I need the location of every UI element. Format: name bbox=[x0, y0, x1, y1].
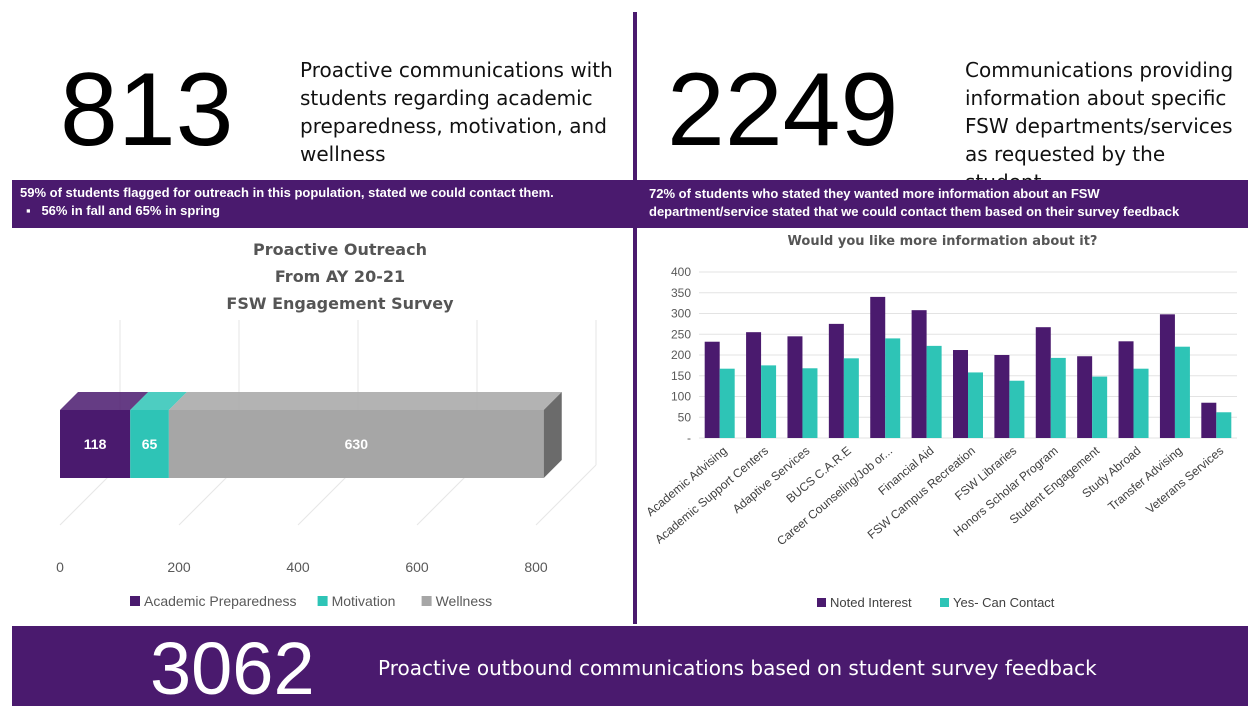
desc-line: Proactive communications with bbox=[300, 58, 613, 82]
desc-line: information about specific bbox=[965, 86, 1227, 110]
bar bbox=[1159, 314, 1175, 438]
outreach-stacked-bar-chart: 0 200 400 600 800 118 65 630 Academic Preparedne… bbox=[56, 320, 597, 609]
bar-segment-top bbox=[168, 392, 562, 410]
bar bbox=[1035, 327, 1051, 438]
bar bbox=[926, 345, 942, 438]
footer-number: 3062 bbox=[150, 627, 315, 710]
bullet: ▪ bbox=[26, 203, 31, 218]
desc-line: Communications providing bbox=[965, 58, 1234, 82]
y-tick-label: 350 bbox=[671, 286, 691, 300]
bar bbox=[746, 332, 762, 438]
y-tick-label: 150 bbox=[671, 369, 691, 383]
bar bbox=[870, 296, 886, 438]
y-tick-label: 250 bbox=[671, 327, 691, 341]
footer-text: Proactive outbound communications based … bbox=[378, 656, 1097, 680]
legend-swatch bbox=[421, 596, 432, 606]
legend-swatch bbox=[940, 598, 949, 607]
bar bbox=[787, 336, 803, 438]
bar bbox=[1092, 376, 1108, 438]
bar bbox=[1133, 368, 1149, 438]
legend-label: Motivation bbox=[332, 593, 396, 609]
bar bbox=[885, 338, 901, 438]
bar bbox=[828, 323, 844, 438]
x-tick-label: Adaptive Services bbox=[730, 444, 813, 516]
y-tick-label: 200 bbox=[671, 348, 691, 362]
y-tick-label: 50 bbox=[678, 410, 692, 424]
x-tick-label: 600 bbox=[405, 559, 429, 575]
legend-label: Noted Interest bbox=[830, 595, 912, 610]
bar-segment bbox=[168, 410, 544, 478]
band-left-line2: ▪ 56% in fall and 65% in spring bbox=[20, 202, 633, 220]
outreach-chart-title: Proactive Outreach From AY 20-21 FSW Eng… bbox=[180, 236, 500, 317]
stat-description-info: Communications providing information abo… bbox=[965, 56, 1245, 196]
bar bbox=[719, 368, 735, 438]
y-tick-label: - bbox=[687, 431, 691, 445]
legend-label: Wellness bbox=[436, 593, 493, 609]
bar-segment bbox=[130, 410, 169, 478]
footer-band: 3062 Proactive outbound communications b… bbox=[12, 626, 1248, 706]
x-tick-label: Veterans Services bbox=[1143, 444, 1226, 517]
title-line: FSW Engagement Survey bbox=[226, 294, 454, 313]
data-label: 118 bbox=[84, 436, 107, 452]
x-tick-label: 800 bbox=[524, 559, 548, 575]
desc-line: preparedness, motivation, and bbox=[300, 114, 607, 138]
bar bbox=[1216, 412, 1232, 438]
band-right-line1: 72% of students who stated they wanted m… bbox=[649, 186, 1100, 201]
stat-number-info: 2249 bbox=[667, 52, 899, 168]
legend-swatch bbox=[317, 596, 328, 606]
desc-line: students regarding academic bbox=[300, 86, 593, 110]
y-tick-label: 400 bbox=[671, 265, 691, 279]
band-left-line1: 59% of students flagged for outreach in … bbox=[20, 185, 554, 200]
y-tick-label: 300 bbox=[671, 307, 691, 321]
bar-segment-top bbox=[130, 392, 187, 410]
legend-swatch bbox=[130, 596, 140, 606]
bar bbox=[1118, 341, 1134, 438]
band-right: 72% of students who stated they wanted m… bbox=[637, 180, 1248, 228]
gridline bbox=[535, 464, 597, 526]
interest-chart-title: Would you like more information about it… bbox=[787, 234, 1098, 249]
title-line: Proactive Outreach bbox=[253, 240, 427, 259]
bar bbox=[1201, 402, 1217, 438]
data-label: 630 bbox=[345, 436, 369, 452]
stat-number-proactive: 813 bbox=[60, 52, 234, 168]
bar bbox=[843, 358, 859, 438]
legend-label: Academic Preparedness bbox=[144, 593, 297, 609]
legend-swatch bbox=[817, 598, 826, 607]
bar bbox=[911, 310, 927, 438]
bar bbox=[1174, 346, 1190, 438]
bar bbox=[1077, 356, 1093, 438]
desc-line: FSW departments/services bbox=[965, 114, 1233, 138]
x-tick-label: 400 bbox=[286, 559, 310, 575]
band-right-line2: department/service stated that we could … bbox=[649, 204, 1180, 219]
stat-description-proactive: Proactive communications with students r… bbox=[300, 56, 630, 168]
desc-line: wellness bbox=[300, 142, 386, 166]
band-left: 59% of students flagged for outreach in … bbox=[12, 180, 633, 228]
band-left-line2-text: 56% in fall and 65% in spring bbox=[41, 203, 220, 218]
bar bbox=[968, 372, 983, 438]
y-tick-label: 100 bbox=[671, 390, 691, 404]
bar bbox=[1050, 357, 1066, 438]
bar bbox=[953, 350, 968, 438]
bar bbox=[994, 355, 1010, 438]
bar bbox=[704, 341, 720, 438]
title-line: From AY 20-21 bbox=[274, 267, 406, 286]
bar bbox=[761, 365, 777, 438]
x-tick-label: 0 bbox=[56, 559, 64, 575]
legend-label: Yes- Can Contact bbox=[953, 595, 1055, 610]
vertical-divider bbox=[633, 12, 637, 624]
bar-segment-side bbox=[543, 392, 562, 478]
bar-segment-top bbox=[60, 392, 149, 410]
bar-segment bbox=[60, 410, 131, 478]
bar bbox=[1009, 380, 1025, 438]
x-tick-label: 200 bbox=[167, 559, 191, 575]
bar bbox=[802, 368, 818, 438]
data-label: 65 bbox=[142, 436, 158, 452]
